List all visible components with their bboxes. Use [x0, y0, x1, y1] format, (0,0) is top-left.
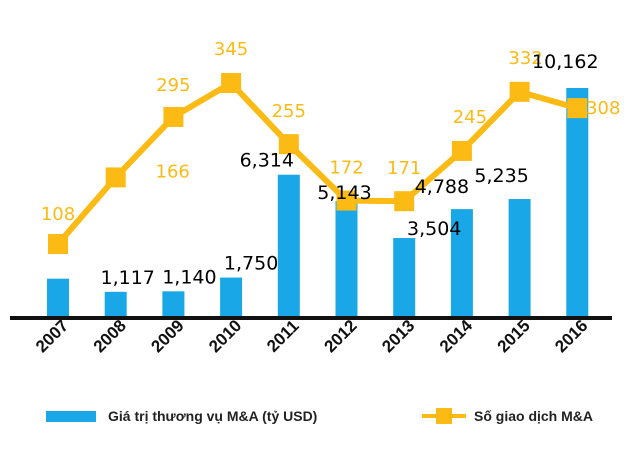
bar-label-2016: 10,162 — [532, 51, 598, 73]
line-label-2007: 108 — [41, 204, 75, 225]
x-tick-2008: 2008 — [90, 316, 130, 356]
x-tick-2010: 2010 — [205, 316, 245, 356]
line-marker-2014 — [451, 140, 472, 161]
x-tick-2014: 2014 — [436, 316, 477, 357]
line-marker-2012 — [336, 190, 357, 211]
line-marker-2015 — [509, 81, 530, 102]
x-tick-2015: 2015 — [494, 316, 534, 356]
line-label-2009: 295 — [156, 75, 190, 96]
line-marker-2016 — [567, 98, 588, 119]
bar-label-2010: 1,750 — [224, 253, 278, 275]
bar-2009 — [162, 291, 185, 317]
bar-2010 — [220, 277, 243, 317]
x-tick-2013: 2013 — [378, 316, 418, 356]
line-label-2008: 166 — [156, 161, 190, 182]
legend-item-bar: Giá trị thương vụ M&A (tỷ USD) — [46, 401, 317, 431]
legend-label-line: Số giao dịch M&A — [474, 408, 593, 424]
line-label-2015: 332 — [508, 48, 542, 69]
line-marker-2011 — [278, 134, 299, 155]
bar-2012 — [335, 201, 358, 317]
legend: Giá trị thương vụ M&A (tỷ USD) Số giao d… — [40, 401, 620, 431]
legend-swatch-bar — [46, 410, 96, 422]
bar-label-2015: 5,235 — [474, 165, 528, 187]
bar-2016 — [566, 88, 589, 317]
x-tick-2012: 2012 — [321, 316, 361, 356]
x-axis-line — [10, 316, 612, 320]
bar-label-2013: 3,504 — [407, 218, 461, 240]
legend-swatch-line — [422, 408, 466, 424]
line-label-2012: 172 — [329, 158, 363, 179]
legend-item-line: Số giao dịch M&A — [422, 401, 593, 431]
line-marker-2008 — [105, 167, 126, 188]
x-tick-2016: 2016 — [551, 316, 591, 356]
bar-2014 — [450, 209, 473, 317]
x-tick-2009: 2009 — [147, 316, 187, 356]
bar-label-2012: 5,143 — [317, 182, 371, 204]
bar-2008 — [104, 291, 127, 317]
line-marker-2013 — [394, 191, 415, 212]
bar-label-2009: 1,140 — [162, 266, 216, 288]
x-tick-2011: 2011 — [263, 316, 303, 356]
bar-label-2011: 6,314 — [240, 150, 294, 172]
x-tick-2007: 2007 — [32, 316, 72, 356]
line-marker-2009 — [163, 106, 184, 127]
line-series — [55, 80, 579, 246]
line-label-2011: 255 — [272, 101, 306, 122]
line-label-2016: 308 — [586, 98, 620, 119]
bar-2007 — [47, 278, 69, 317]
line-marker-2007 — [48, 234, 68, 254]
line-label-2013: 171 — [387, 158, 421, 179]
legend-label-bar: Giá trị thương vụ M&A (tỷ USD) — [108, 408, 318, 424]
line-label-2010: 345 — [214, 39, 248, 60]
bar-label-2008: 1,117 — [100, 267, 154, 289]
bar-label-2014: 4,788 — [415, 176, 469, 198]
bar-2013 — [393, 238, 416, 317]
bar-2015 — [508, 199, 531, 317]
line-marker-2010 — [221, 73, 242, 93]
bar-2011 — [277, 174, 300, 317]
line-label-2014: 245 — [453, 107, 487, 128]
